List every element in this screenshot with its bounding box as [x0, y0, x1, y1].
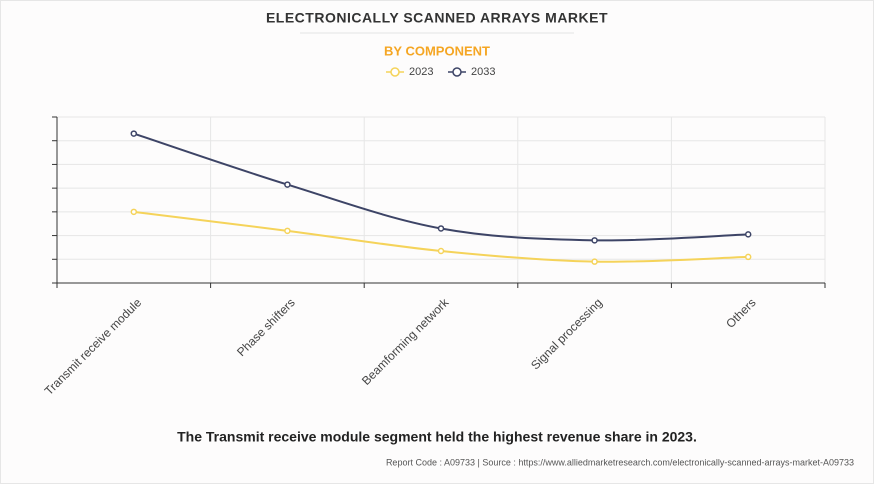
point [130, 130, 138, 137]
point [591, 237, 598, 244]
legend-label: 2023 [409, 66, 433, 78]
legend-label: 2033 [471, 66, 495, 78]
point [284, 227, 291, 235]
point [284, 181, 291, 188]
legend: 2023 2033 [386, 66, 495, 78]
legend-marker [452, 67, 462, 77]
legend-marker [390, 67, 400, 77]
point [744, 253, 752, 261]
point [437, 225, 445, 232]
point [437, 247, 445, 255]
chart-title: ELECTRONICALLY SCANNED ARRAYS MARKET [266, 10, 608, 26]
point [130, 208, 138, 216]
caption: The Transmit receive module segment held… [177, 429, 697, 445]
point [744, 231, 752, 238]
point [591, 258, 598, 265]
footer: Report Code : A09733 | Source : https://… [386, 457, 854, 467]
chart-subtitle: BY COMPONENT [384, 43, 490, 58]
